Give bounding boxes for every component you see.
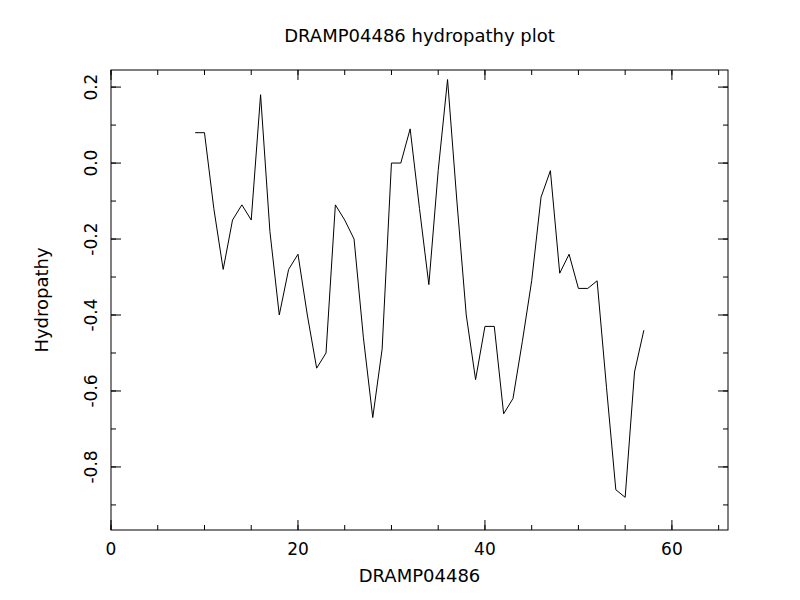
x-minor-tick [671,525,672,530]
x-minor-tick [671,70,672,75]
x-minor-tick [625,525,626,530]
y-tick-label: -0.2 [81,222,101,255]
x-tick [671,520,672,530]
x-tick [484,520,485,530]
x-minor-tick [251,525,252,530]
y-minor-tick [111,125,116,126]
title: DRAMP04486 hydropathy plot [284,25,555,46]
x-minor-tick [484,525,485,530]
x-tick-label: 40 [474,539,496,559]
y-tick [111,239,121,240]
x-minor-tick [578,70,579,75]
y-tick [111,87,121,88]
x-minor-tick [391,70,392,75]
y-minor-tick [723,466,728,467]
y-minor-tick [111,201,116,202]
plot-frame [111,70,728,530]
y-tick [111,390,121,391]
y-minor-tick [723,315,728,316]
y-minor-tick [723,201,728,202]
x-minor-tick [438,525,439,530]
y-minor-tick [111,163,116,164]
x-minor-tick [578,525,579,530]
y-minor-tick [723,125,728,126]
x-minor-tick [531,525,532,530]
y-minor-tick [723,163,728,164]
x-axis-label: DRAMP04486 [359,565,481,586]
x-minor-tick [718,525,719,530]
y-tick [718,466,728,467]
x-tick [671,70,672,80]
y-minor-tick [723,390,728,391]
y-tick [111,466,121,467]
y-minor-tick [111,239,116,240]
y-minor-tick [111,504,116,505]
x-tick [297,520,298,530]
y-minor-tick [723,352,728,353]
x-tick [484,70,485,80]
y-axis-label: Hydropathy [31,247,52,353]
x-minor-tick [111,70,112,75]
x-minor-tick [204,70,205,75]
y-tick [718,87,728,88]
y-tick [111,163,121,164]
x-minor-tick [251,70,252,75]
plot-area [195,80,644,498]
x-minor-tick [625,70,626,75]
y-minor-tick [111,277,116,278]
y-minor-tick [111,466,116,467]
hydropathy-line [195,80,644,498]
x-minor-tick [531,70,532,75]
y-tick-label: -0.4 [81,298,101,331]
x-tick [297,70,298,80]
y-minor-tick [111,87,116,88]
y-minor-tick [723,87,728,88]
x-minor-tick [484,70,485,75]
y-tick [718,315,728,316]
y-minor-tick [723,239,728,240]
x-minor-tick [344,70,345,75]
chart: 0 20 40 60 0.2 0.0 -0.2 -0.4 -0.6 -0.8 DRAMP04486 … [0,0,800,600]
y-tick-label: -0.6 [81,374,101,407]
x-tick-label: 60 [661,539,683,559]
x-minor-tick [718,70,719,75]
x-minor-tick [297,70,298,75]
x-minor-tick [297,525,298,530]
y-tick-label: 0.2 [81,74,101,101]
x-minor-tick [204,525,205,530]
x-minor-tick [391,525,392,530]
y-minor-tick [723,428,728,429]
x-tick-label: 20 [287,539,309,559]
y-minor-tick [111,390,116,391]
x-tick [111,70,112,80]
y-tick [111,315,121,316]
x-minor-tick [438,70,439,75]
x-minor-tick [157,70,158,75]
x-tick [111,520,112,530]
y-tick [718,163,728,164]
y-tick-label: -0.8 [81,450,101,483]
x-minor-tick [157,525,158,530]
y-tick [718,390,728,391]
x-minor-tick [344,525,345,530]
x-minor-tick [111,525,112,530]
y-tick-label: 0.0 [81,150,101,177]
y-minor-tick [723,277,728,278]
y-minor-tick [111,315,116,316]
x-tick-label: 0 [106,539,117,559]
y-minor-tick [111,352,116,353]
y-minor-tick [111,428,116,429]
y-minor-tick [723,504,728,505]
y-tick [718,239,728,240]
